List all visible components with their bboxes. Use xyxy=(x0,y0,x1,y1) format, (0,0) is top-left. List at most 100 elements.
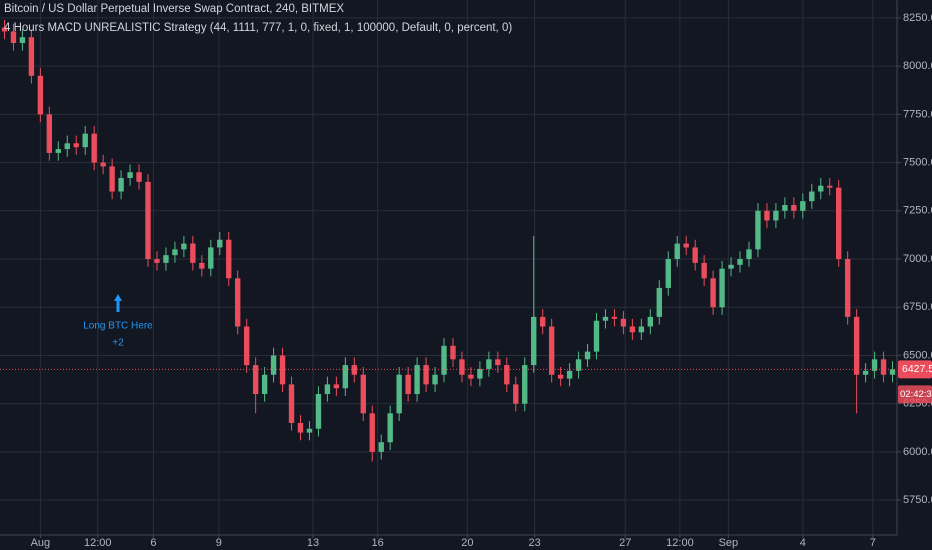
candle-body xyxy=(396,374,402,414)
x-tick-label: 23 xyxy=(528,537,540,549)
candle-body xyxy=(674,243,680,260)
candle-body xyxy=(477,368,483,379)
candle-body xyxy=(764,210,770,221)
last-price-label: 6427.5 xyxy=(902,363,932,375)
candle-body xyxy=(226,239,232,279)
candle-body xyxy=(423,365,429,385)
candle-body xyxy=(405,374,411,395)
candle-body xyxy=(656,287,662,317)
candle-body xyxy=(64,143,70,150)
candle-body xyxy=(782,205,788,211)
candle-body xyxy=(145,181,151,260)
candle-body xyxy=(73,143,79,148)
candle-body xyxy=(387,413,393,443)
candle-body xyxy=(369,413,375,452)
candle-body xyxy=(710,278,716,308)
candle-body xyxy=(109,166,115,192)
candle-body xyxy=(889,369,896,375)
candle-body xyxy=(459,359,465,375)
x-tick-label: 20 xyxy=(461,537,473,549)
candle-body xyxy=(486,359,492,369)
candle-body xyxy=(82,133,88,148)
x-tick-label: 4 xyxy=(800,537,806,549)
candle-body xyxy=(28,37,35,76)
candle-body xyxy=(199,262,205,269)
candle-body xyxy=(10,31,17,44)
candle-body xyxy=(127,172,133,179)
candle-body xyxy=(701,262,707,279)
candle-body xyxy=(862,370,869,375)
candle-body xyxy=(809,191,815,202)
candle-body xyxy=(333,384,340,389)
candle-body xyxy=(602,316,609,321)
candle-body xyxy=(217,239,223,248)
y-tick-label: 8250.00 xyxy=(903,12,932,24)
y-tick-label: 6750.00 xyxy=(903,301,932,313)
candle-body xyxy=(100,162,106,167)
candle-body xyxy=(163,255,169,263)
x-tick-label: 13 xyxy=(307,537,319,549)
price-overlay: 6427.5 02:42:33 xyxy=(0,360,932,404)
chart-title: Bitcoin / US Dollar Perpetual Inverse Sw… xyxy=(4,3,344,15)
candle-body xyxy=(647,316,654,327)
candle-body xyxy=(611,316,618,319)
candle-body xyxy=(19,37,26,44)
candle-body xyxy=(297,422,304,433)
candle-body xyxy=(208,247,214,269)
candle-body xyxy=(504,365,510,385)
candle-body xyxy=(548,326,555,375)
candle-body xyxy=(181,243,187,250)
candle-body xyxy=(853,316,860,375)
candle-body xyxy=(800,201,806,211)
candle-body xyxy=(827,185,833,188)
y-tick-label: 5750.00 xyxy=(903,494,932,506)
countdown-label: 02:42:33 xyxy=(900,389,932,400)
candle-body xyxy=(871,359,878,371)
candle-body xyxy=(620,318,627,327)
signal-label: Long BTC Here xyxy=(83,321,153,332)
x-tick-label: 16 xyxy=(372,537,384,549)
candle-body xyxy=(46,114,53,153)
candle-body xyxy=(531,316,537,366)
x-tick-label: 7 xyxy=(870,537,876,549)
candle-body xyxy=(441,345,447,375)
candle-body xyxy=(719,268,725,308)
candle-body xyxy=(539,316,546,327)
candle-body xyxy=(324,384,331,395)
candle-body xyxy=(378,442,384,452)
candle-body xyxy=(243,326,250,366)
candle-body xyxy=(638,326,645,333)
last-price-box xyxy=(898,360,932,379)
candle-body xyxy=(432,374,438,385)
candle-body xyxy=(844,259,851,317)
candle-body xyxy=(306,428,313,433)
candle-body xyxy=(91,133,97,163)
y-tick-label: 7250.00 xyxy=(903,205,932,217)
candle-body xyxy=(288,384,295,423)
candle-body xyxy=(252,365,259,395)
candle-body xyxy=(665,259,671,288)
y-tick-label: 7500.00 xyxy=(903,156,932,168)
signal-arrow xyxy=(114,294,122,312)
candle-body xyxy=(270,355,277,375)
candle-body xyxy=(495,359,501,366)
candles xyxy=(1,19,896,462)
candle-body xyxy=(513,384,519,404)
candle-body xyxy=(755,210,761,250)
y-tick-label: 6500.00 xyxy=(903,349,932,361)
signal-annotation: Long BTC Here +2 xyxy=(83,294,153,349)
candle-body xyxy=(1,27,8,32)
signal-detail: +2 xyxy=(112,338,124,349)
countdown-box xyxy=(898,385,932,404)
candle-body xyxy=(566,370,573,379)
candle-body xyxy=(136,172,142,182)
y-tick-label: 6000.00 xyxy=(903,446,932,458)
candle-body xyxy=(575,359,582,371)
strategy-legend: 4 Hours MACD UNREALISTIC Strategy (44, 1… xyxy=(4,22,512,34)
candle-body xyxy=(728,264,734,269)
candle-body xyxy=(55,149,61,153)
candle-body xyxy=(593,320,600,352)
candle-body xyxy=(190,243,196,263)
